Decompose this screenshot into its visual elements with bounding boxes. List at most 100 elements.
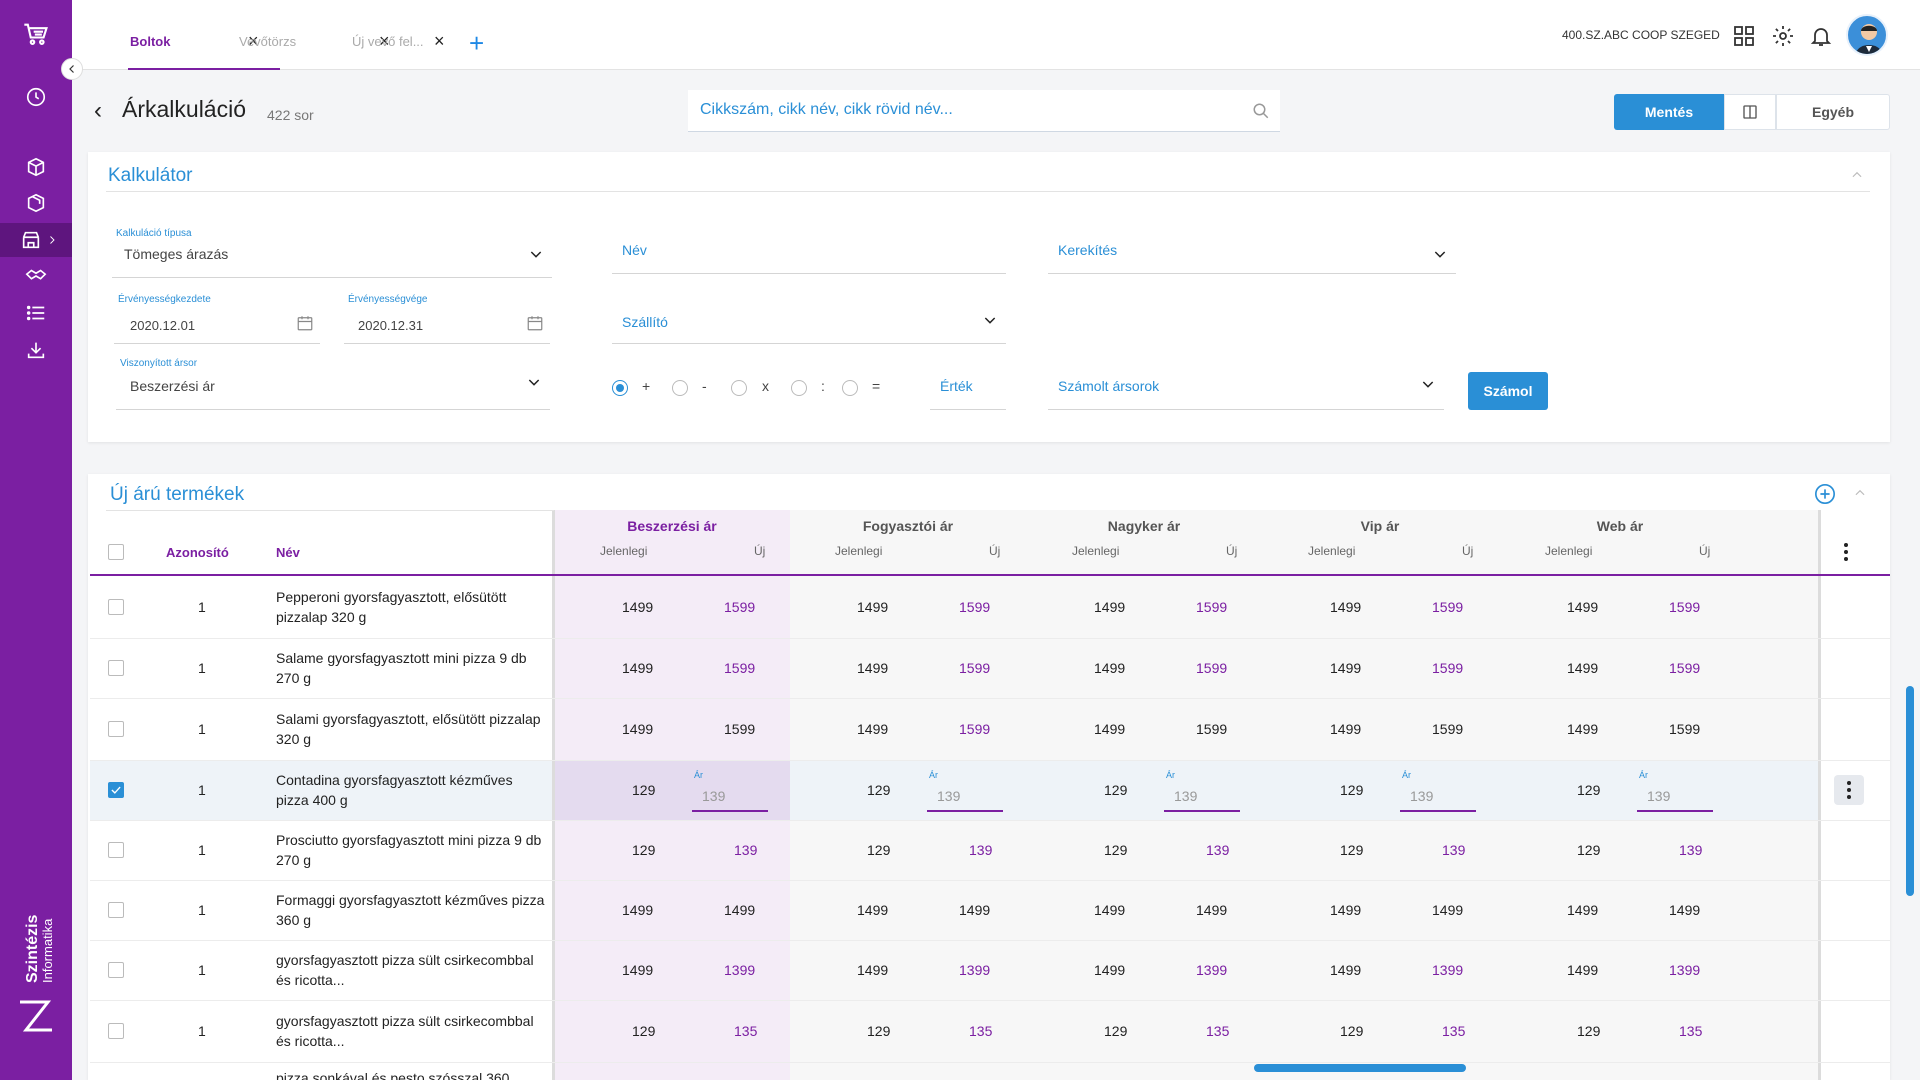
other-button[interactable]: Egyéb	[1776, 94, 1890, 130]
cell-new-price[interactable]: 1499	[959, 902, 991, 918]
row-checkbox[interactable]	[108, 842, 124, 858]
rounding-select[interactable]: Kerekítés	[1048, 234, 1456, 274]
cell-new-price[interactable]: 1599	[1669, 599, 1701, 615]
row-menu-icon[interactable]	[1839, 780, 1859, 800]
new-price-input[interactable]: Ár 139	[1164, 770, 1240, 812]
value-field[interactable]: Érték	[930, 364, 1006, 410]
cell-new-price[interactable]: 1599	[1196, 660, 1228, 676]
new-price-input[interactable]: Ár 139	[927, 770, 1003, 812]
name-field[interactable]: Név	[612, 234, 1006, 274]
valid-from-field[interactable]: Érvényességkezdete 2020.12.01	[114, 294, 320, 344]
calendar-icon[interactable]	[526, 314, 544, 332]
store-icon[interactable]	[0, 223, 72, 257]
new-price-input[interactable]: Ár 139	[1400, 770, 1476, 812]
avatar[interactable]	[1846, 14, 1888, 56]
row-checkbox[interactable]	[108, 962, 124, 978]
cell-new-price[interactable]: 1599	[1432, 660, 1464, 676]
row-checkbox[interactable]	[108, 721, 124, 737]
handshake-icon[interactable]	[0, 260, 72, 292]
vertical-scrollbar[interactable]	[1906, 686, 1914, 896]
cell-new-price[interactable]: 1599	[724, 721, 756, 737]
cell-new-price[interactable]: 135	[1442, 1023, 1466, 1039]
radio-equals[interactable]	[842, 380, 858, 396]
cell-new-price[interactable]: 1599	[1196, 599, 1228, 615]
table-menu-icon[interactable]	[1836, 542, 1856, 562]
cell-new-price[interactable]: 135	[1206, 1023, 1230, 1039]
row-checkbox[interactable]	[108, 782, 124, 798]
radio-divide[interactable]	[791, 380, 807, 396]
apps-grid-icon[interactable]	[1732, 24, 1756, 48]
cell-new-price[interactable]: 139	[1679, 842, 1703, 858]
column-header-id[interactable]: Azonosító	[166, 545, 229, 560]
cell-new-price[interactable]: 135	[969, 1023, 993, 1039]
cell-new-price[interactable]: 1499	[724, 902, 756, 918]
valid-to-field[interactable]: Érvényességvége 2020.12.31	[344, 294, 550, 344]
new-price-input[interactable]: Ár 139	[692, 770, 768, 812]
close-icon[interactable]: ×	[434, 31, 445, 51]
horizontal-scrollbar[interactable]	[1254, 1064, 1466, 1072]
radio-minus[interactable]	[672, 380, 688, 396]
column-group-vip[interactable]: Vip ár	[1360, 518, 1400, 534]
radio-multiply[interactable]	[731, 380, 747, 396]
box-icon[interactable]	[0, 151, 72, 183]
package-icon[interactable]	[0, 187, 72, 219]
cell-new-price[interactable]: 1599	[1196, 721, 1228, 737]
cell-new-price[interactable]: 1399	[1196, 962, 1228, 978]
tab-boltok[interactable]: Boltok ×	[128, 31, 280, 70]
back-icon[interactable]: ‹	[94, 97, 102, 124]
cell-new-price[interactable]: 1499	[1432, 902, 1464, 918]
column-group-consumer[interactable]: Fogyasztói ár	[862, 518, 954, 534]
ref-price-select[interactable]: Viszonyított ársor Beszerzési ár	[116, 358, 550, 410]
cell-new-price[interactable]: 1599	[1432, 599, 1464, 615]
cell-new-price[interactable]: 1399	[1669, 962, 1701, 978]
cell-new-price[interactable]: 1599	[959, 660, 991, 676]
split-view-button[interactable]	[1724, 94, 1776, 130]
search-input[interactable]	[688, 90, 1228, 130]
new-price-input[interactable]: Ár 139	[1637, 770, 1713, 812]
cell-new-price[interactable]: 1599	[959, 599, 991, 615]
cell-new-price[interactable]: 1599	[1432, 721, 1464, 737]
close-icon[interactable]: ×	[248, 31, 259, 51]
cell-new-price[interactable]: 1399	[1432, 962, 1464, 978]
row-checkbox[interactable]	[108, 599, 124, 615]
cell-new-price[interactable]: 1599	[959, 721, 991, 737]
cell-new-price[interactable]: 139	[969, 842, 993, 858]
tab-uj-vevo[interactable]: Új vevő fel... ×	[352, 31, 472, 70]
cell-new-price[interactable]: 1599	[1669, 660, 1701, 676]
cell-new-price[interactable]: 1599	[1669, 721, 1701, 737]
download-icon[interactable]	[0, 334, 72, 366]
row-checkbox[interactable]	[108, 660, 124, 676]
select-all-checkbox[interactable]	[108, 544, 124, 560]
bell-icon[interactable]	[1809, 24, 1833, 48]
cell-new-price[interactable]: 1399	[959, 962, 991, 978]
cell-new-price[interactable]: 139	[1442, 842, 1466, 858]
radio-plus[interactable]	[612, 380, 628, 396]
collapse-chevron-icon[interactable]	[1850, 168, 1864, 182]
add-circle-icon[interactable]	[1814, 483, 1836, 505]
computed-rows-select[interactable]: Számolt ársorok	[1048, 364, 1444, 410]
cell-new-price[interactable]: 1399	[724, 962, 756, 978]
history-icon[interactable]	[0, 81, 72, 113]
supplier-select[interactable]: Szállító	[612, 302, 1006, 344]
list-icon[interactable]	[0, 297, 72, 329]
row-checkbox[interactable]	[108, 902, 124, 918]
row-checkbox[interactable]	[108, 1023, 124, 1039]
calc-type-select[interactable]: Kalkuláció típusa Tömeges árazás	[112, 228, 552, 278]
gear-icon[interactable]	[1771, 24, 1795, 48]
add-tab-icon[interactable]: +	[469, 28, 485, 58]
collapse-chevron-icon[interactable]	[1853, 486, 1867, 500]
column-header-name[interactable]: Név	[276, 545, 300, 560]
calendar-icon[interactable]	[296, 314, 314, 332]
search-icon[interactable]	[1252, 102, 1270, 120]
cell-new-price[interactable]: 1499	[1196, 902, 1228, 918]
cart-logo-icon[interactable]	[0, 18, 72, 50]
cell-new-price[interactable]: 139	[734, 842, 758, 858]
close-icon[interactable]: ×	[379, 31, 390, 51]
sidebar-collapse-button[interactable]	[61, 58, 83, 80]
column-group-purchase[interactable]: Beszerzési ár	[627, 518, 717, 534]
calculate-button[interactable]: Számol	[1468, 372, 1548, 410]
column-group-wholesale[interactable]: Nagyker ár	[1107, 518, 1181, 534]
cell-new-price[interactable]: 135	[1679, 1023, 1703, 1039]
save-button[interactable]: Mentés	[1614, 94, 1724, 130]
tab-vevotorzs[interactable]: Vevőtörzs ×	[239, 32, 390, 70]
